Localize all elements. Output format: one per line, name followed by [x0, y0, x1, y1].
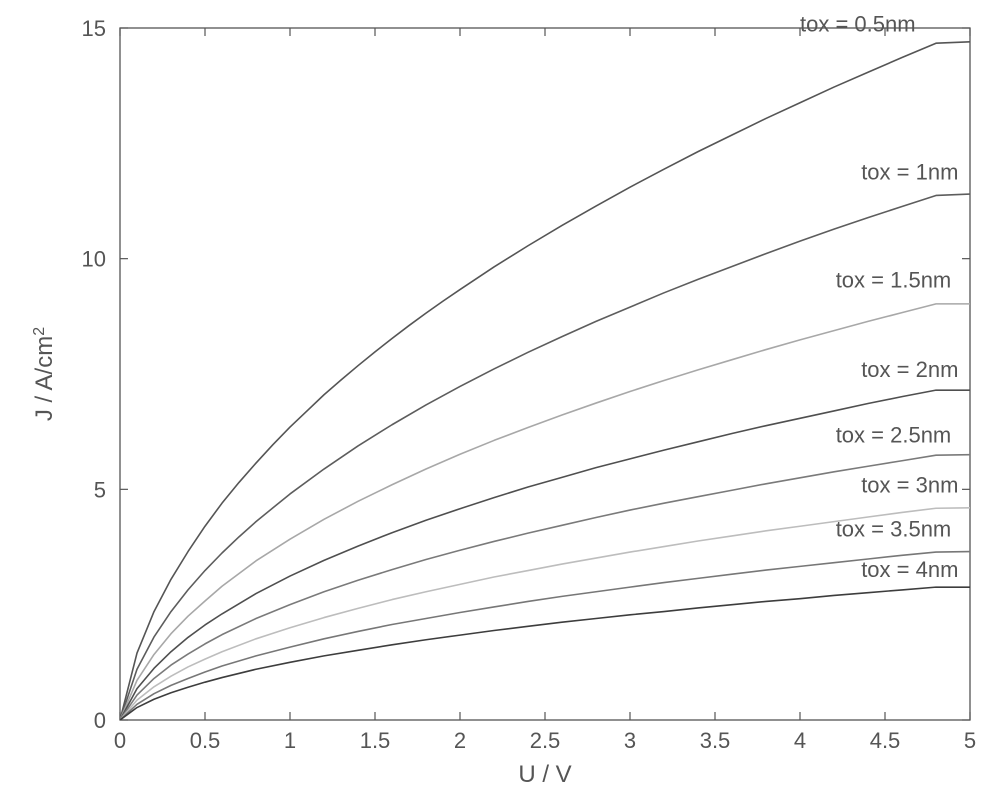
xtick-label: 4 — [794, 728, 806, 753]
series-label: tox = 1nm — [861, 159, 958, 184]
series-label: tox = 2nm — [861, 357, 958, 382]
xlabel: U / V — [518, 761, 571, 788]
chart-svg: 0 0.5 1 1.5 2 2.5 3 3.5 4 4.5 5 0 5 10 15 U / V J / A/cm… — [0, 0, 1000, 807]
series-label: tox = 0.5nm — [800, 12, 916, 37]
xtick-label: 1.5 — [360, 728, 391, 753]
plot-box — [120, 28, 970, 720]
ytick-label: 10 — [82, 247, 106, 272]
xtick-label: 5 — [964, 728, 976, 753]
xtick-label: 0.5 — [190, 728, 221, 753]
series-group — [120, 42, 970, 720]
xtick-label: 3 — [624, 728, 636, 753]
series-label: tox = 3nm — [861, 473, 958, 498]
series-line — [120, 455, 970, 720]
ylabel: J / A/cm2 — [31, 327, 59, 421]
xtick-label: 0 — [114, 728, 126, 753]
series-line — [120, 587, 970, 720]
series-label: tox = 1.5nm — [836, 268, 952, 293]
ytick-label: 5 — [94, 477, 106, 502]
xtick-label: 4.5 — [870, 728, 901, 753]
series-line — [120, 552, 970, 720]
xtick-label: 3.5 — [700, 728, 731, 753]
ytick-label: 15 — [82, 16, 106, 41]
ytick-label: 0 — [94, 708, 106, 733]
xtick-label: 2.5 — [530, 728, 561, 753]
xtick-label: 1 — [284, 728, 296, 753]
xtick-label: 2 — [454, 728, 466, 753]
series-label: tox = 2.5nm — [836, 422, 952, 447]
series-line — [120, 42, 970, 720]
series-label: tox = 3.5nm — [836, 516, 952, 541]
chart-container: 0 0.5 1 1.5 2 2.5 3 3.5 4 4.5 5 0 5 10 15 U / V J / A/cm… — [0, 0, 1000, 807]
series-label: tox = 4nm — [861, 557, 958, 582]
